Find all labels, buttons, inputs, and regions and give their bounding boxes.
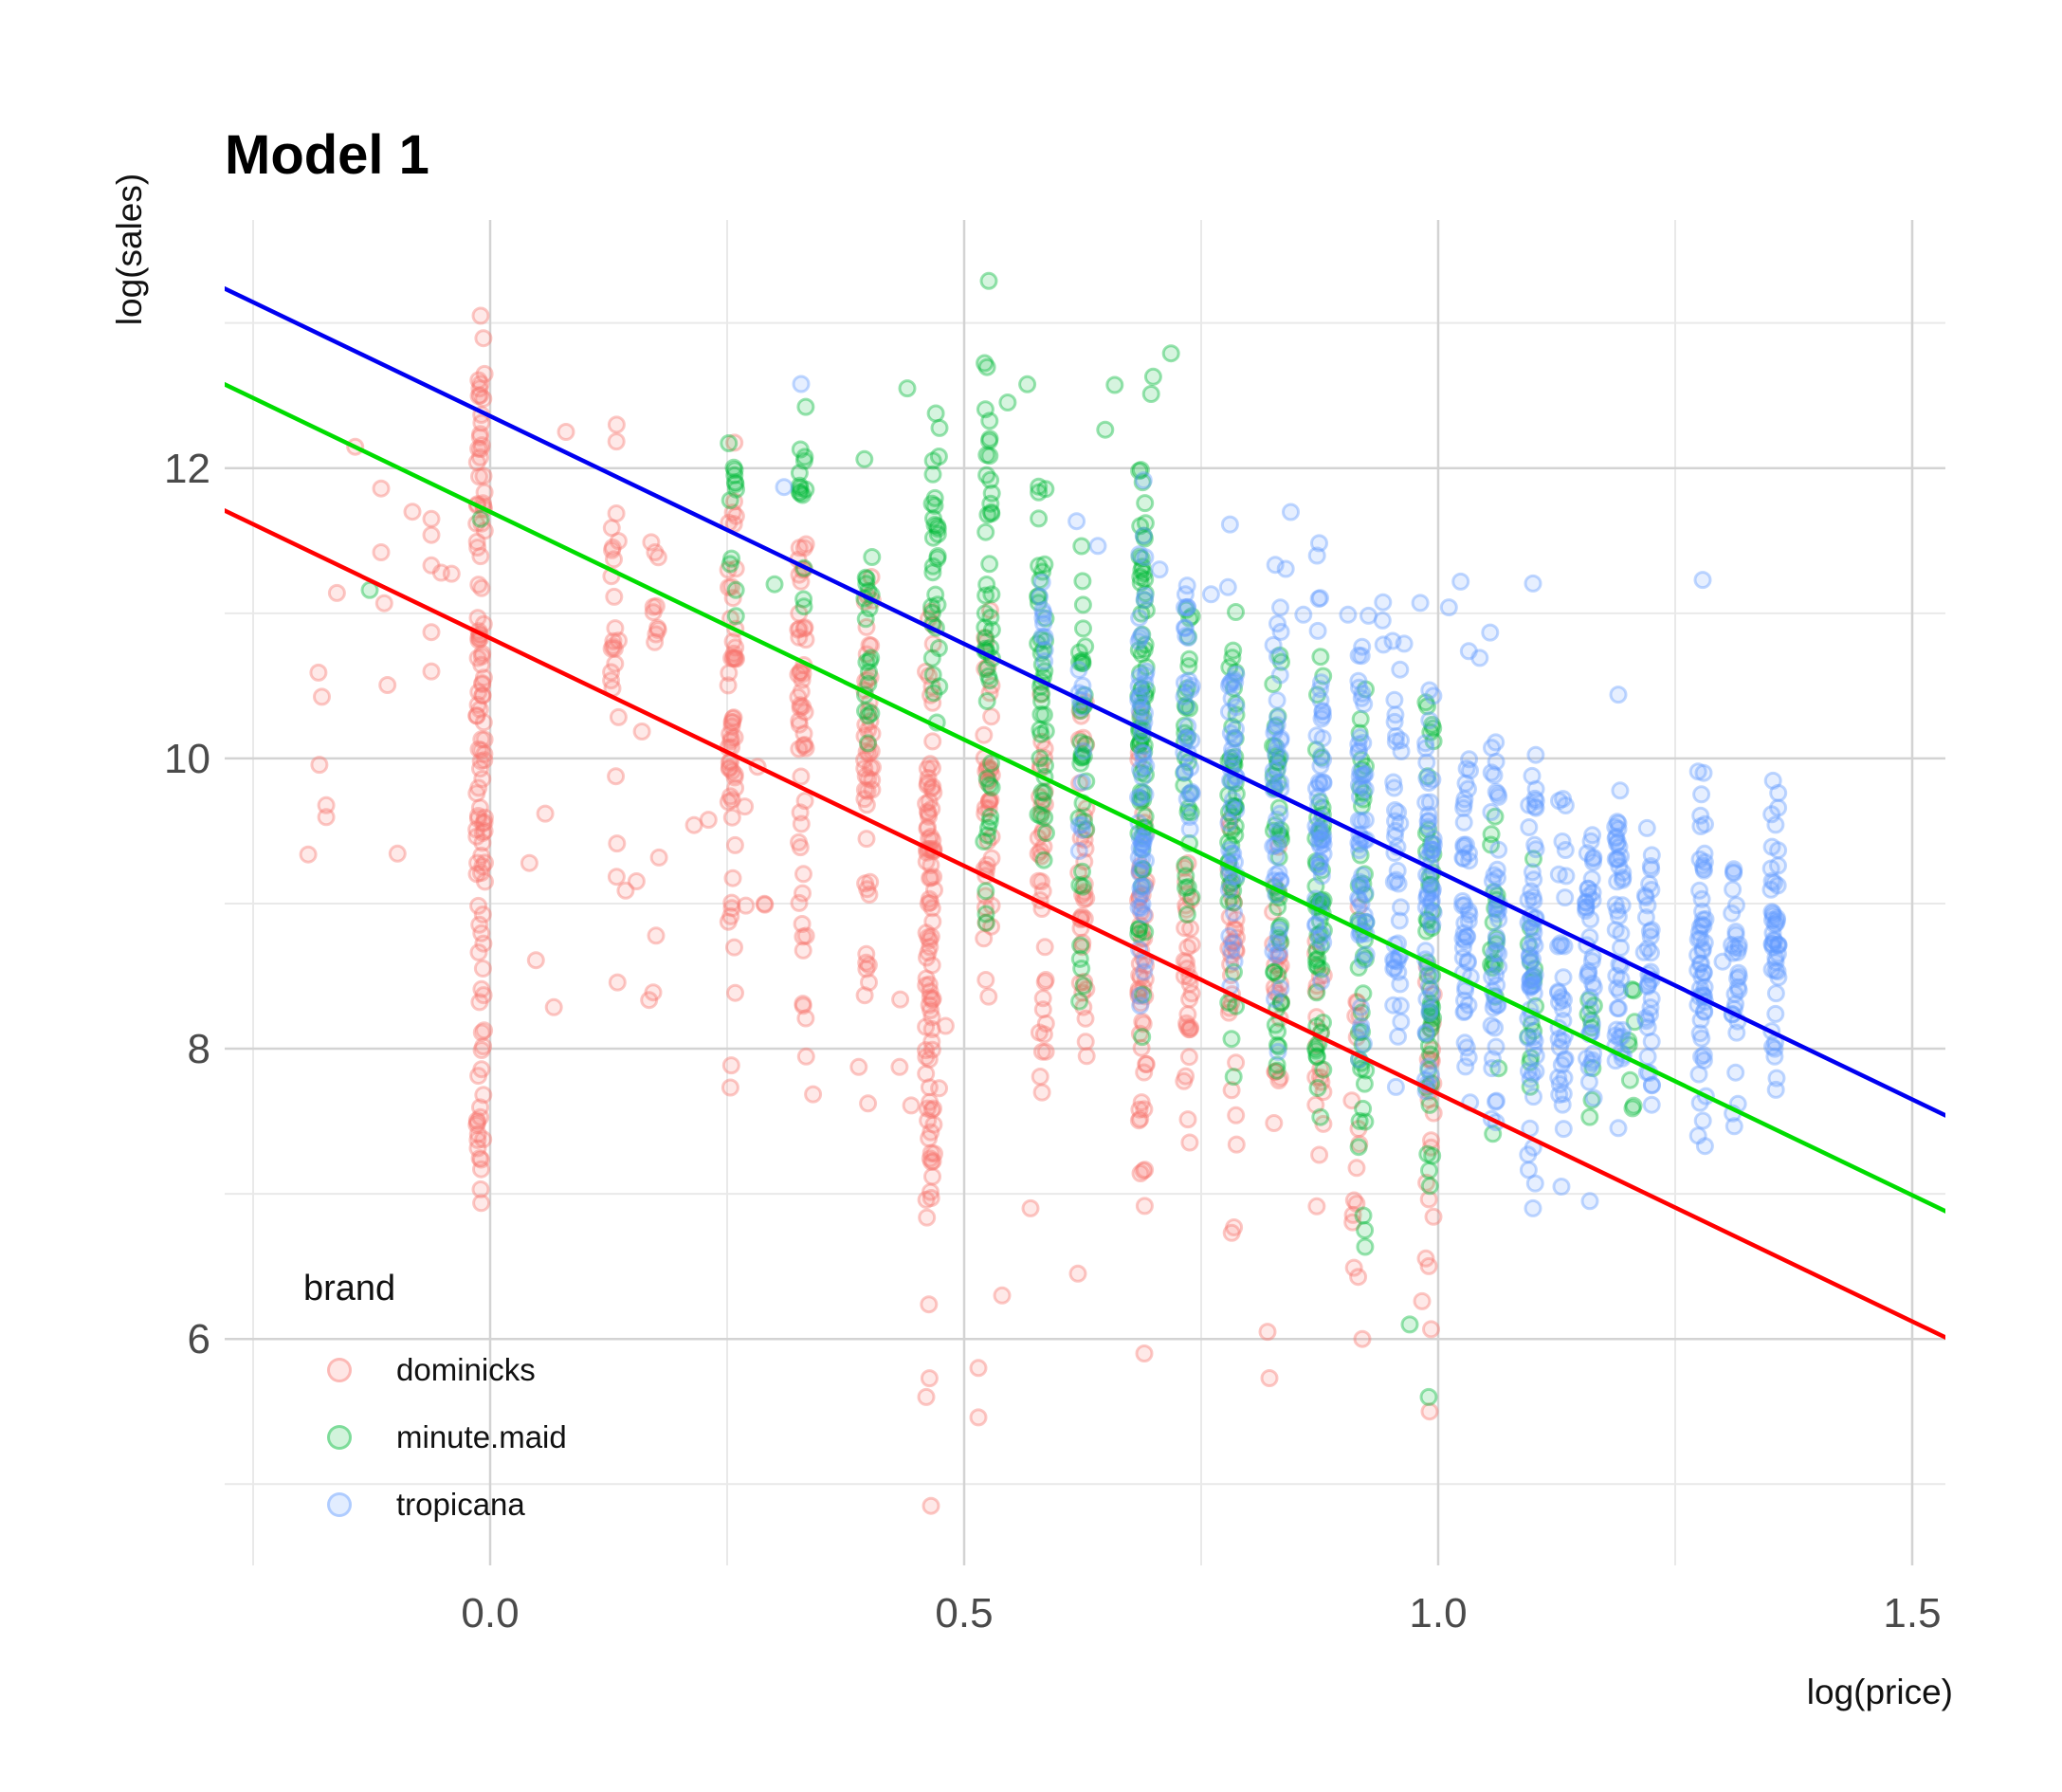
y-tick-label: 6 [188, 1316, 210, 1362]
x-axis-title: log(price) [1806, 1673, 1953, 1711]
legend-label: minute.maid [396, 1418, 567, 1454]
tropicana-point-icon [327, 1491, 352, 1517]
legend-title: brand [303, 1269, 396, 1308]
x-tick-label: 1.5 [1883, 1590, 1941, 1637]
regression-lines [225, 285, 1945, 1341]
y-tick-label: 10 [164, 736, 210, 782]
series-minute.maid [360, 271, 1644, 1406]
regression-line-dominicks [225, 508, 1945, 1341]
legend-item-dominicks: dominicks [303, 1336, 567, 1403]
scatter-points [299, 271, 1788, 1515]
axis-tick-labels: 0.0 0.5 1.0 1.5 6 8 10 12 [164, 446, 1942, 1637]
legend-item-tropicana: tropicana [303, 1471, 567, 1538]
y-tick-label: 12 [164, 446, 210, 492]
dominicks-point-icon [327, 1357, 352, 1382]
y-tick-label: 8 [188, 1026, 210, 1072]
minute-maid-point-icon [327, 1424, 352, 1450]
y-axis-title: log(sales) [110, 173, 149, 326]
x-tick-label: 0.5 [935, 1590, 993, 1637]
x-tick-label: 0.0 [461, 1590, 519, 1637]
regression-line-tropicana [225, 285, 1945, 1118]
legend-label: dominicks [396, 1351, 536, 1387]
legend-label: tropicana [396, 1486, 525, 1522]
legend: brand dominicks minute.maid tropicana [303, 1269, 567, 1538]
plot-title: Model 1 [225, 124, 429, 186]
legend-item-minute-maid: minute.maid [303, 1403, 567, 1471]
gridlines [225, 220, 1945, 1565]
x-tick-label: 1.0 [1409, 1590, 1467, 1637]
series-dominicks [299, 306, 1443, 1515]
series-tropicana [775, 375, 1788, 1217]
regression-line-minute.maid [225, 381, 1945, 1214]
